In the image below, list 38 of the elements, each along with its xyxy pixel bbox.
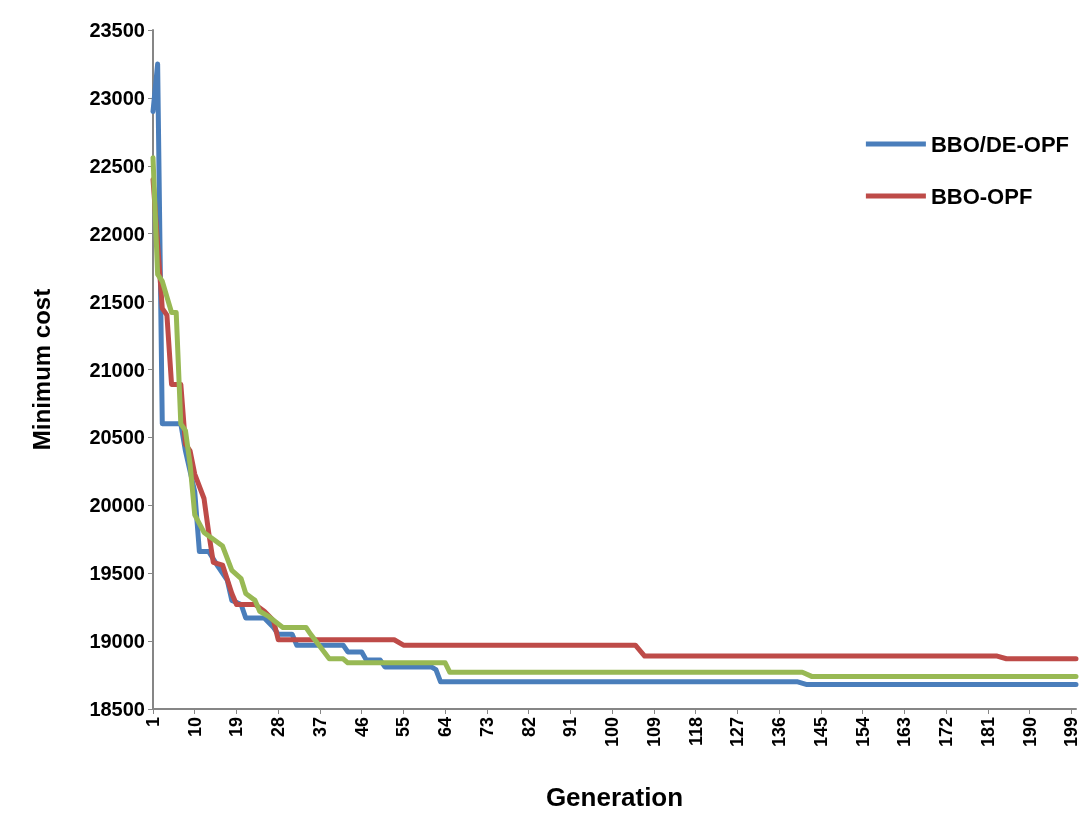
- legend-label: BBO/DE-OPF: [930, 131, 1070, 157]
- x-tick-label: 145: [810, 717, 831, 748]
- x-tick-label: 37: [309, 717, 330, 738]
- x-tick-label: 64: [435, 717, 456, 738]
- y-tick-label: 22000: [89, 222, 145, 245]
- x-tick-label: 28: [268, 717, 289, 738]
- x-tick-label: 154: [852, 717, 873, 748]
- x-tick-label: 172: [936, 717, 957, 748]
- x-tick-label: 190: [1019, 717, 1040, 748]
- x-tick-label: 199: [1061, 717, 1082, 748]
- y-tick-label: 19000: [89, 630, 145, 653]
- x-tick-label: 1: [143, 717, 163, 728]
- y-tick-label: 21000: [89, 358, 145, 381]
- y-tick-label: 23000: [89, 86, 145, 109]
- x-tick-label: 109: [643, 717, 664, 748]
- x-tick-label: 100: [602, 717, 623, 748]
- x-tick-label: 46: [351, 717, 372, 738]
- x-tick-label: 10: [184, 717, 205, 738]
- y-axis-title: Minimum cost: [27, 288, 55, 451]
- x-tick-label: 181: [977, 717, 998, 748]
- x-tick-label: 82: [518, 717, 539, 738]
- y-tick-label: 22500: [89, 154, 145, 177]
- x-axis-title: Generation: [545, 782, 684, 812]
- x-tick-label: 73: [476, 717, 497, 738]
- y-tick-label: 20000: [89, 494, 145, 517]
- y-tick-label: 21500: [89, 290, 145, 313]
- x-tick-label: 118: [685, 717, 706, 747]
- y-tick-label: 23500: [89, 19, 145, 41]
- y-tick-label: 20500: [89, 426, 145, 449]
- x-tick-label: 19: [226, 717, 247, 738]
- y-tick-label: 19500: [89, 562, 145, 585]
- x-tick-label: 91: [560, 717, 581, 738]
- y-tick-label: 18500: [89, 698, 145, 720]
- legend-label: BBO-OPF: [930, 183, 1033, 209]
- x-tick-label: 55: [393, 717, 414, 738]
- x-tick-label: 127: [727, 717, 748, 748]
- x-tick-label: 136: [769, 717, 790, 748]
- x-tick-label: 163: [894, 717, 915, 748]
